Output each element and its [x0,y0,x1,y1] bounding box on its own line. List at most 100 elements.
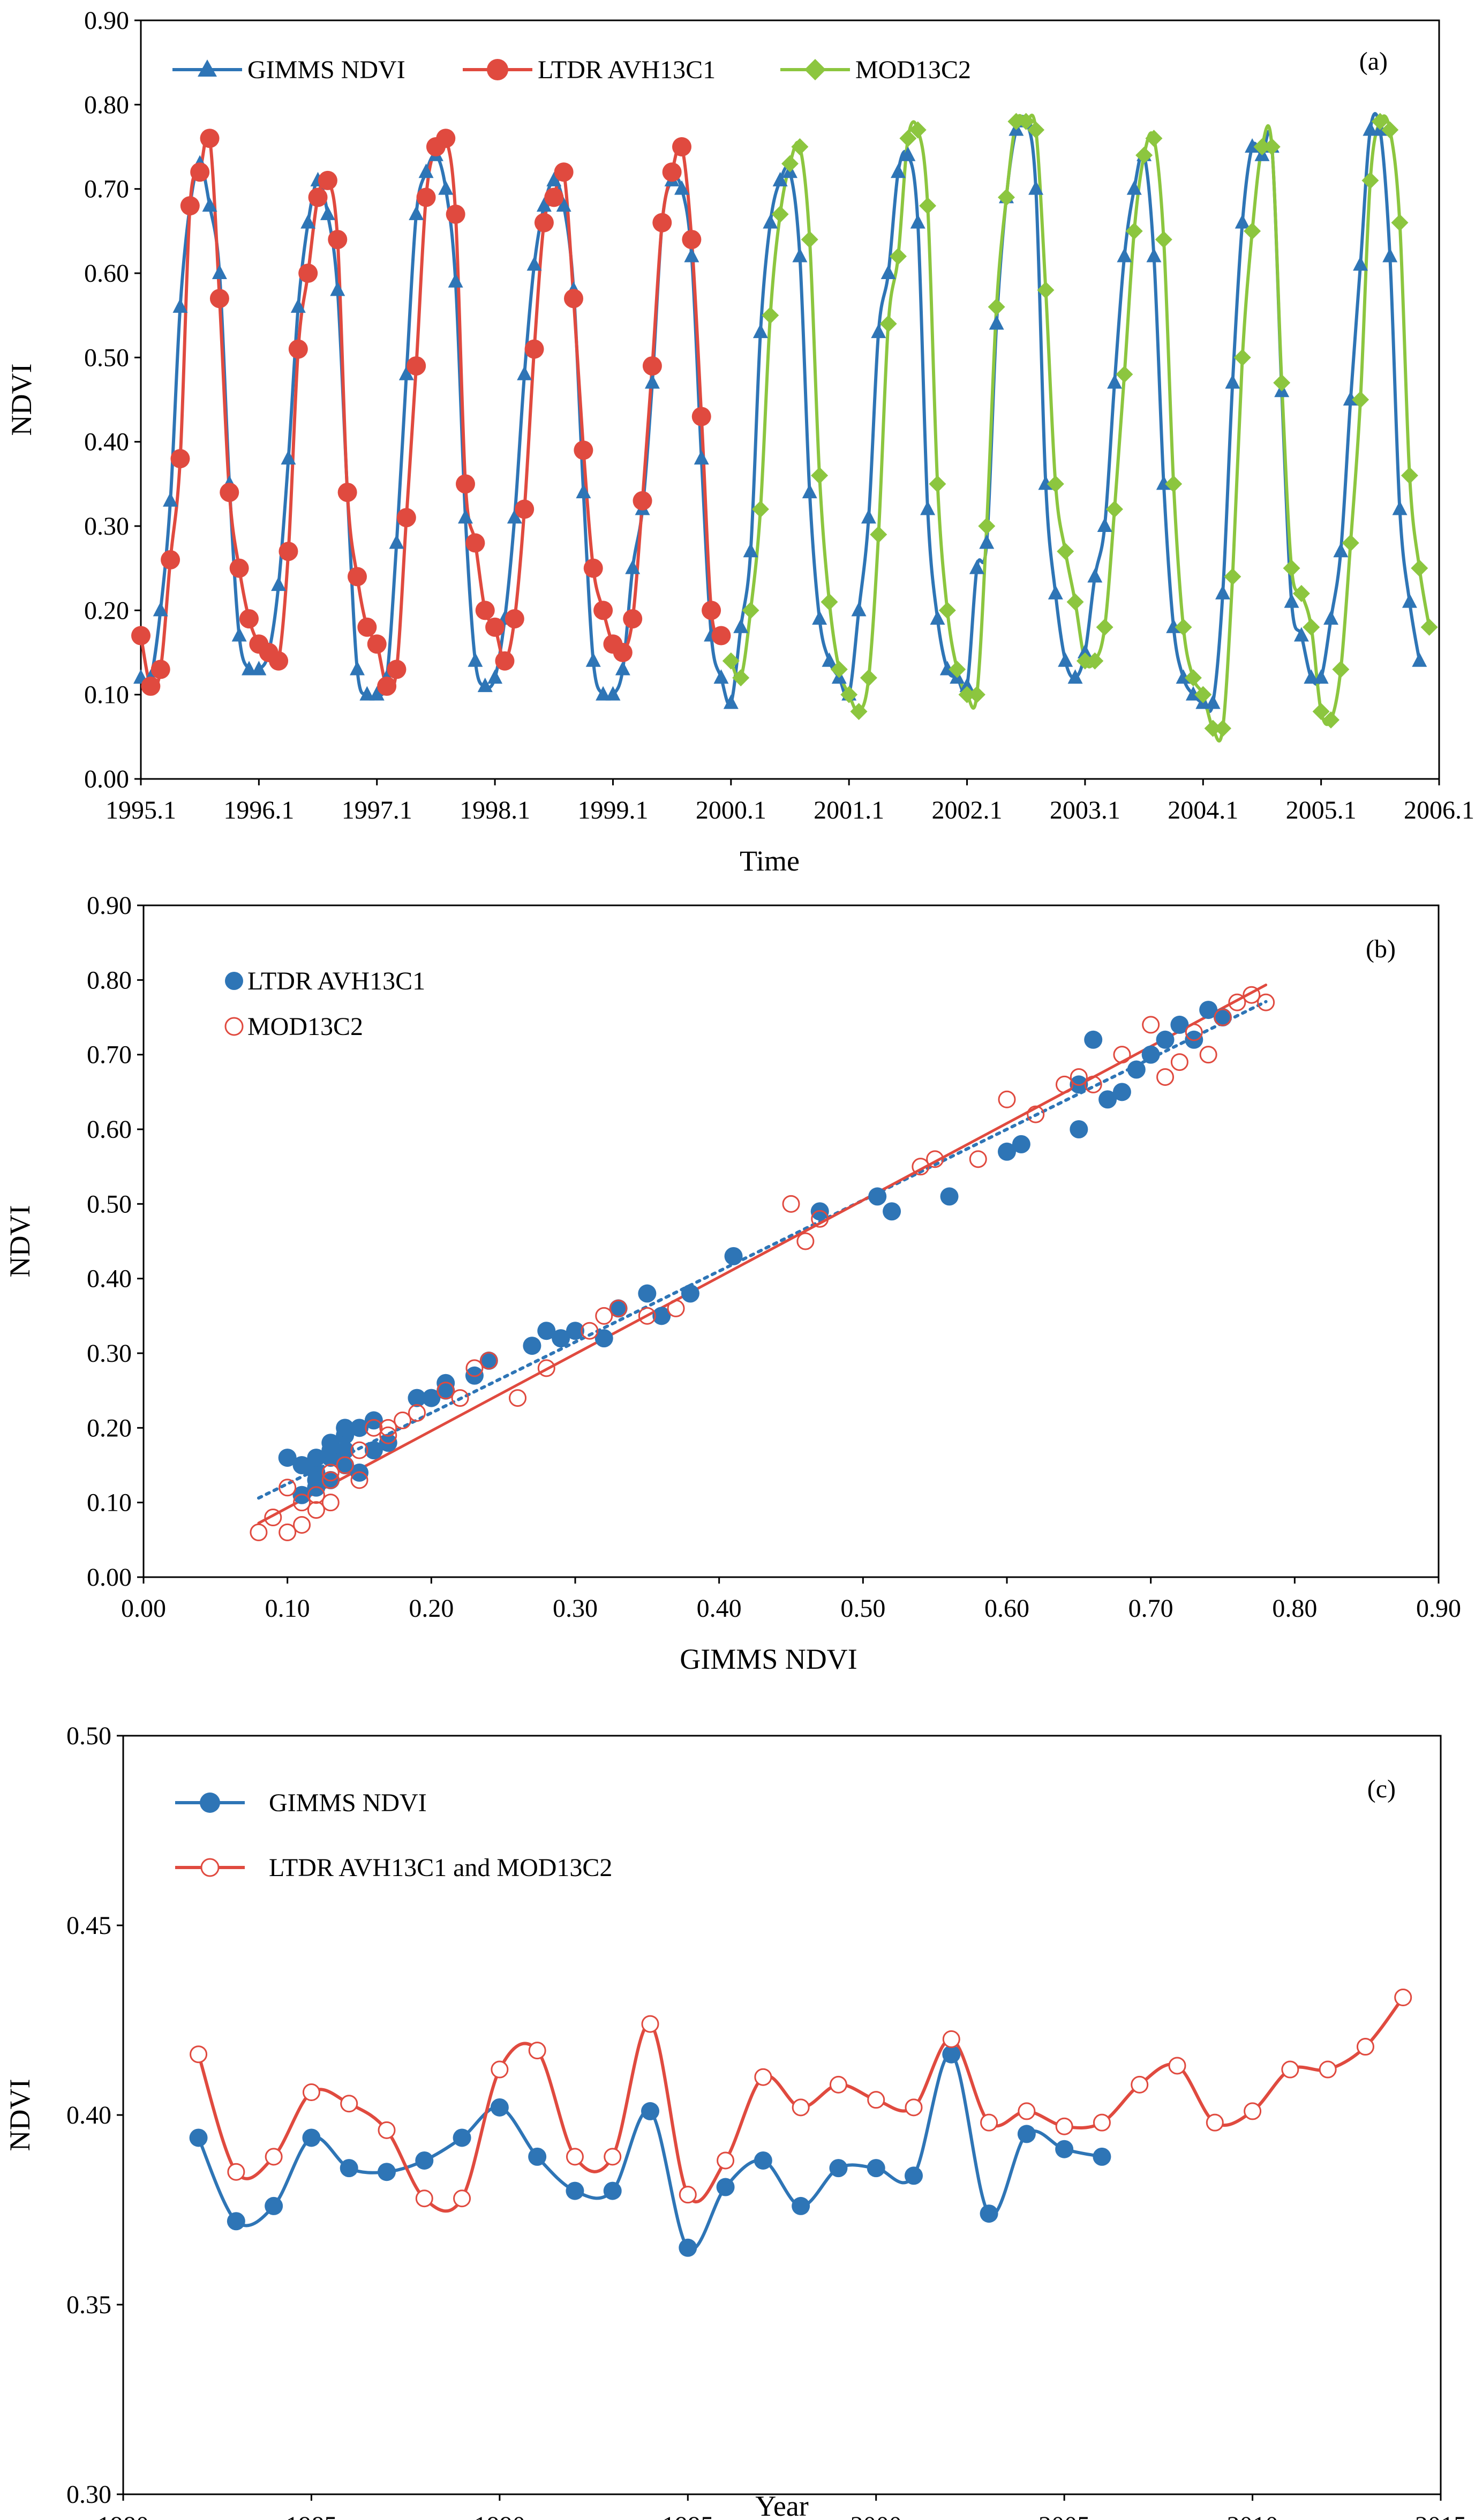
data-point [369,686,385,701]
data-point [1184,669,1202,687]
scatter-point [264,1509,282,1527]
data-point [415,2189,433,2208]
data-point [1145,130,1163,147]
data-point [889,248,907,265]
data-point [566,2148,584,2166]
y-tick-label: 0.00 [87,1563,132,1592]
legend-ltdr-marker [487,59,508,80]
panel-a-label: (a) [1359,47,1388,76]
panel-a: 0.00 0.10 0.20 0.30 0.40 0.50 0.60 0.70 0.80 0.90… [5,6,1474,877]
x-tick-label: 1996.1 [223,796,294,824]
scatter-point [379,1419,397,1437]
panel-c-plot-frame [122,1735,1442,2495]
panel-a-ylabel: NDVI [5,364,37,436]
data-point [487,669,503,684]
data-point [613,643,633,662]
panel-c-yticks: 0.30 0.35 0.40 0.45 0.50 [66,1722,123,2509]
data-point [850,703,868,721]
data-point [752,324,768,339]
panel-a-yticks: 0.00 0.10 0.20 0.30 0.40 0.50 0.60 0.70 0.80 0.90 [84,6,141,793]
data-point [969,559,984,574]
data-point [1303,618,1320,636]
data-point [524,339,544,359]
scatter-point [1199,1001,1218,1019]
data-point [625,559,641,574]
data-point [938,602,956,619]
data-point [596,686,611,701]
scatter-point [652,1307,671,1325]
scatter-point [422,1389,441,1407]
data-point [1067,669,1083,684]
x-tick-label: 1998.1 [460,796,530,824]
data-point [641,2102,659,2120]
data-point [1168,2057,1186,2075]
data-point [576,484,591,499]
data-point [189,2128,208,2147]
data-point [702,601,721,620]
scatter-point [278,1449,297,1467]
scatter-point [1142,1016,1160,1034]
y-tick-label: 0.35 [66,2291,111,2319]
data-point [1332,661,1350,678]
y-tick-label: 0.90 [84,6,129,35]
scatter-point [1113,1046,1131,1064]
data-point [1312,703,1330,721]
data-point [1116,365,1133,383]
data-point [1401,467,1418,484]
data-point [1381,121,1399,139]
data-point [340,2159,358,2178]
data-point [554,162,574,182]
data-point [1313,669,1329,684]
scatter-point [926,1150,944,1168]
scatter-point [782,1195,800,1213]
data-point [1225,374,1240,389]
scatter-point [1170,1015,1189,1034]
data-point [1224,568,1241,586]
data-point [1117,248,1132,262]
data-point [265,2148,283,2166]
scatter-point [609,1299,628,1318]
data-point [340,2095,358,2113]
scatter-point [1112,1083,1131,1101]
x-tick-label: 1995.1 [106,796,176,824]
data-point [732,669,750,687]
data-point [415,2151,434,2170]
data-point [180,196,200,216]
y-tick-label: 0.20 [84,596,129,625]
scatter-point [912,1158,930,1176]
data-point [733,618,749,633]
scatter-point [998,1090,1016,1108]
scatter-point [998,1142,1016,1161]
data-point [1244,222,1261,240]
data-point [1093,2147,1111,2166]
scatter-point [667,1299,685,1317]
scatter-point [479,1351,498,1370]
y-tick-label: 0.70 [87,1041,132,1069]
data-point [890,163,906,178]
scatter-point [1012,1135,1030,1153]
data-point [919,197,937,215]
data-point [949,661,966,678]
y-tick-label: 0.40 [66,2101,111,2129]
data-point [958,686,976,703]
data-point [308,188,328,207]
data-point [1411,559,1428,577]
scatter-point [1070,1120,1088,1138]
data-point [980,2113,998,2132]
legend-gimms-label: GIMMS NDVI [247,56,405,84]
x-tick-label: 0.30 [553,1594,598,1623]
data-point [455,474,475,494]
y-tick-label: 0.80 [87,966,132,994]
data-point [978,518,996,535]
data-point [682,230,702,250]
y-tick-label: 0.10 [87,1489,132,1517]
data-point [1007,112,1025,130]
data-point [409,205,424,220]
scatter-point [883,1202,901,1221]
scatter-point [1170,1053,1188,1071]
data-point [436,129,456,148]
data-point [674,180,689,195]
data-point [1028,180,1044,195]
data-point [337,483,357,502]
